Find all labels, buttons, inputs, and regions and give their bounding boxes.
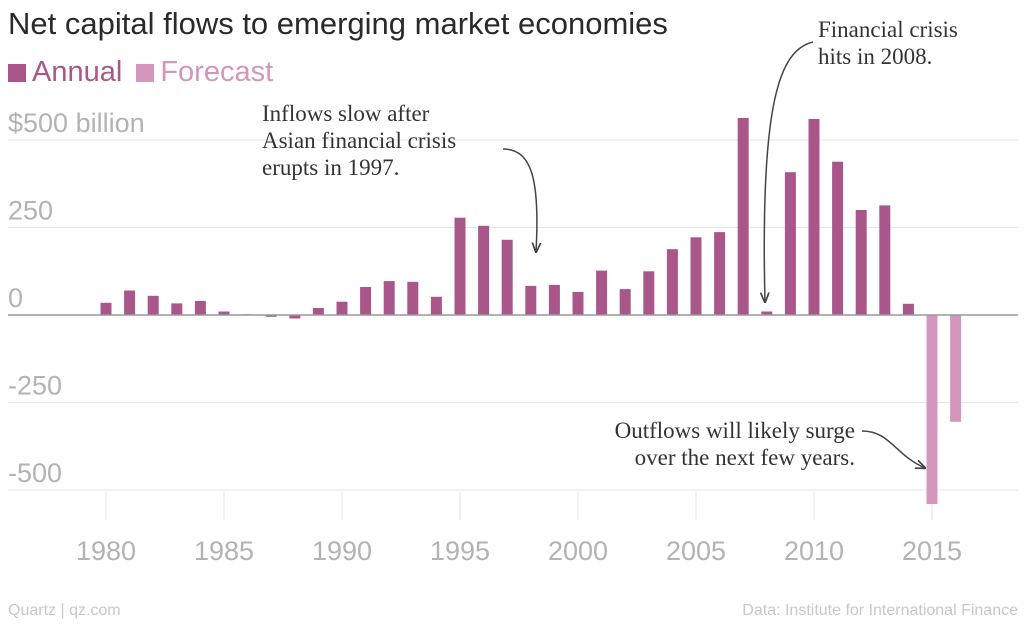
bar-annual-1994 bbox=[430, 296, 442, 315]
legend-swatch-forecast bbox=[136, 63, 155, 82]
bar-annual-1993 bbox=[407, 281, 419, 316]
bar-annual-2006 bbox=[714, 232, 726, 315]
bar-annual-2011 bbox=[832, 161, 844, 315]
x-tick-label: 1980 bbox=[76, 536, 136, 566]
bar-annual-1987 bbox=[265, 315, 277, 317]
bar-annual-2009 bbox=[784, 172, 796, 315]
bar-annual-1981 bbox=[124, 290, 136, 315]
bar-annual-2001 bbox=[596, 270, 608, 315]
x-axis-ticks bbox=[105, 492, 933, 520]
footer-source-right: Data: Institute for International Financ… bbox=[742, 602, 1018, 619]
bar-annual-2005 bbox=[690, 237, 702, 315]
annotation-arrow-2 bbox=[764, 41, 814, 302]
chart-title: Net capital flows to emerging market eco… bbox=[8, 6, 668, 41]
legend-item-forecast: Forecast bbox=[136, 56, 273, 89]
annotation-3-line-2: over the next few years. bbox=[635, 445, 855, 470]
bar-annual-1999 bbox=[548, 284, 560, 315]
legend-label-annual: Annual bbox=[32, 56, 123, 88]
bar-annual-2003 bbox=[643, 271, 655, 316]
annotation-arrow-1 bbox=[502, 148, 537, 252]
y-axis-labels: $500 billion 250 0 -250 -500 bbox=[8, 108, 145, 488]
bar-forecast-2016 bbox=[950, 315, 962, 422]
footer-source-left: Quartz | qz.com bbox=[8, 602, 121, 619]
bar-annual-2014 bbox=[902, 303, 914, 315]
bar-annual-2004 bbox=[666, 249, 678, 315]
x-tick-label: 2005 bbox=[666, 536, 726, 566]
bars bbox=[100, 118, 962, 504]
y-tick-label: -250 bbox=[8, 371, 62, 401]
legend-swatch-annual bbox=[8, 63, 26, 82]
annotation-2-line-1: Financial crisis bbox=[818, 17, 958, 42]
bar-annual-1988 bbox=[289, 315, 301, 319]
x-tick-label: 2000 bbox=[548, 536, 608, 566]
annotation-1-line-3: erupts in 1997. bbox=[262, 155, 399, 180]
bar-annual-1991 bbox=[360, 287, 372, 315]
bar-annual-1983 bbox=[171, 303, 183, 315]
bar-annual-1995 bbox=[454, 217, 466, 315]
bar-annual-1997 bbox=[501, 239, 513, 316]
annotation-1-line-1: Inflows slow after bbox=[262, 101, 430, 126]
x-axis-labels: 1980 1985 1990 1995 2000 2005 2010 2015 bbox=[76, 536, 962, 566]
bar-annual-1982 bbox=[147, 295, 159, 316]
bar-annual-1985 bbox=[218, 311, 230, 315]
x-tick-label: 2015 bbox=[902, 536, 962, 566]
x-tick-label: 1995 bbox=[430, 536, 490, 566]
annotation-2-line-2: hits in 2008. bbox=[818, 44, 932, 69]
bar-forecast-2015 bbox=[926, 315, 938, 504]
bar-annual-1996 bbox=[478, 225, 490, 316]
legend: Annual Forecast bbox=[8, 56, 287, 89]
legend-label-forecast: Forecast bbox=[160, 56, 274, 88]
bar-annual-2012 bbox=[855, 210, 867, 315]
bar-annual-2000 bbox=[572, 291, 584, 315]
bar-annual-1998 bbox=[525, 285, 537, 315]
bar-annual-2002 bbox=[619, 289, 631, 315]
y-tick-label: 250 bbox=[8, 196, 53, 226]
bar-annual-2010 bbox=[808, 119, 820, 315]
x-tick-label: 1985 bbox=[194, 536, 254, 566]
bar-annual-2007 bbox=[737, 118, 749, 315]
x-tick-label: 1990 bbox=[312, 536, 372, 566]
bar-annual-1984 bbox=[194, 301, 206, 315]
y-tick-label: 0 bbox=[8, 283, 23, 313]
bar-annual-1990 bbox=[336, 301, 348, 315]
bar-annual-2013 bbox=[879, 205, 891, 315]
annotation-arrow-3 bbox=[861, 430, 925, 468]
annotation-1-line-2: Asian financial crisis bbox=[262, 128, 456, 153]
y-tick-label: -500 bbox=[8, 458, 62, 488]
bar-annual-1992 bbox=[383, 281, 395, 315]
bar-annual-1980 bbox=[100, 302, 112, 316]
bar-annual-2008 bbox=[761, 311, 773, 315]
bar-annual-1989 bbox=[312, 308, 324, 315]
annotation-3-line-1: Outflows will likely surge bbox=[615, 418, 855, 443]
legend-item-annual: Annual bbox=[8, 56, 122, 89]
y-tick-label: $500 billion bbox=[8, 108, 145, 138]
x-tick-label: 2010 bbox=[784, 536, 844, 566]
gridlines bbox=[8, 139, 1018, 491]
